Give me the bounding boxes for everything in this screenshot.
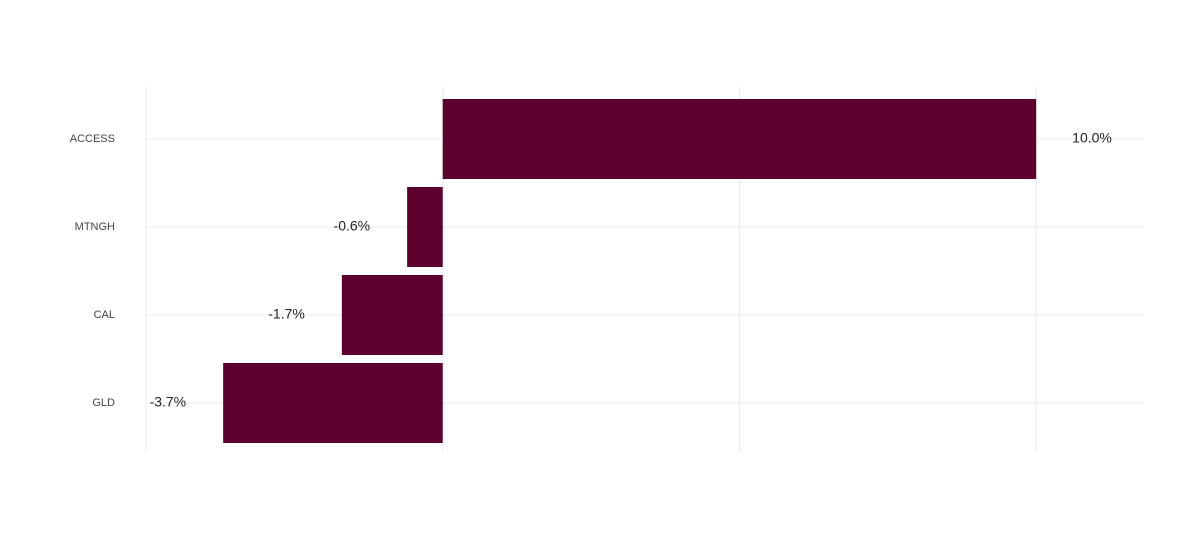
bar — [223, 363, 443, 443]
value-label: -1.7% — [268, 306, 305, 322]
value-label: -3.7% — [150, 394, 187, 410]
bar — [407, 187, 443, 267]
y-tick-label: MTNGH — [75, 221, 115, 233]
y-tick-label: GLD — [92, 397, 115, 409]
value-label: 10.0% — [1072, 130, 1112, 146]
bar — [442, 99, 1037, 179]
value-label: -0.6% — [334, 218, 371, 234]
y-tick-label: CAL — [94, 309, 115, 321]
y-tick-label: ACCESS — [70, 133, 115, 145]
bar — [341, 275, 443, 355]
